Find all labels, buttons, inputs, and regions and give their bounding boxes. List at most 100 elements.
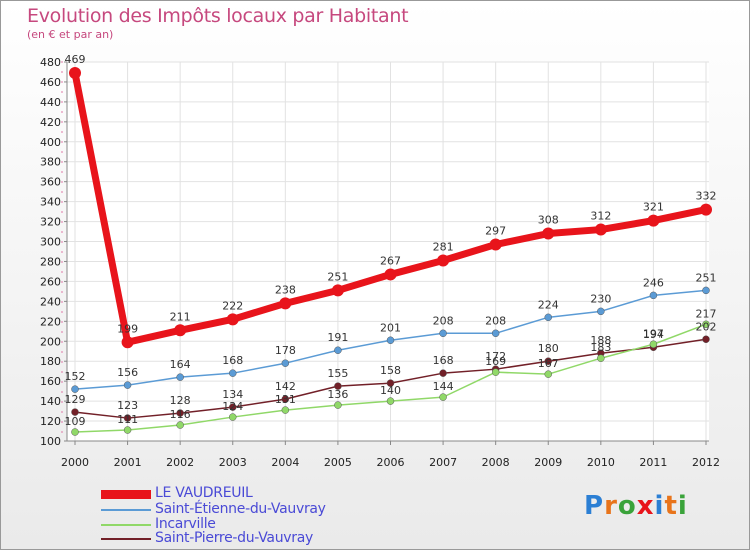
data-label: 194 bbox=[643, 328, 664, 341]
y-tick-label: 280 bbox=[40, 255, 61, 268]
data-label: 134 bbox=[222, 388, 243, 401]
data-point bbox=[281, 359, 290, 367]
data-label: 191 bbox=[327, 331, 348, 344]
chart-subtitle: (en € et par an) bbox=[27, 28, 114, 41]
x-tick-label: 2004 bbox=[271, 456, 299, 469]
data-point bbox=[597, 354, 605, 362]
data-point bbox=[649, 340, 658, 349]
x-tick-label: 2008 bbox=[482, 456, 510, 469]
x-tick-label: 2006 bbox=[377, 456, 405, 469]
data-point bbox=[229, 403, 237, 411]
data-label: 168 bbox=[222, 354, 243, 367]
data-point bbox=[386, 397, 395, 405]
data-label: 230 bbox=[590, 292, 611, 305]
data-label: 312 bbox=[590, 210, 611, 223]
data-point bbox=[649, 291, 658, 300]
data-label: 158 bbox=[380, 364, 401, 377]
data-point bbox=[229, 413, 237, 421]
data-label: 129 bbox=[65, 393, 86, 406]
y-tick-label: 400 bbox=[40, 136, 61, 149]
x-tick-label: 2009 bbox=[534, 456, 562, 469]
y-tick-label: 200 bbox=[40, 335, 61, 348]
data-point bbox=[229, 369, 237, 377]
data-point bbox=[489, 238, 502, 251]
data-label: 169 bbox=[485, 355, 506, 368]
data-point bbox=[71, 385, 79, 393]
data-label: 224 bbox=[538, 298, 559, 311]
data-point bbox=[176, 421, 184, 429]
data-point bbox=[123, 414, 132, 422]
data-label: 199 bbox=[117, 322, 138, 335]
logo-letter: P bbox=[584, 491, 605, 521]
data-point bbox=[439, 393, 447, 401]
data-label: 308 bbox=[538, 214, 559, 227]
data-label: 251 bbox=[327, 270, 348, 283]
data-point bbox=[437, 254, 450, 267]
data-point bbox=[334, 401, 342, 409]
data-point bbox=[700, 203, 712, 216]
data-point bbox=[386, 336, 395, 345]
data-point bbox=[279, 297, 292, 310]
data-label: 128 bbox=[170, 394, 191, 407]
y-tick-label: 480 bbox=[40, 56, 61, 69]
data-label: 123 bbox=[117, 399, 138, 412]
data-point bbox=[491, 329, 500, 338]
data-label: 168 bbox=[433, 354, 454, 367]
y-tick-label: 260 bbox=[40, 275, 61, 288]
legend-label-le-vaudreuil: LE VAUDREUIL bbox=[155, 485, 253, 501]
legend-swatch-saint-pierre bbox=[101, 538, 151, 540]
data-label: 201 bbox=[380, 321, 401, 334]
data-label: 202 bbox=[696, 320, 717, 333]
data-point bbox=[544, 357, 552, 365]
data-label: 208 bbox=[485, 314, 506, 327]
x-tick-label: 2012 bbox=[692, 456, 720, 469]
data-label: 111 bbox=[117, 413, 138, 426]
data-label: 246 bbox=[643, 276, 664, 289]
legend-swatch-saint-etienne bbox=[101, 509, 151, 511]
data-point bbox=[491, 368, 500, 376]
data-point bbox=[123, 426, 132, 434]
y-tick-label: 340 bbox=[40, 196, 61, 209]
data-label: 188 bbox=[590, 334, 611, 347]
y-tick-label: 100 bbox=[40, 435, 61, 448]
data-label: 140 bbox=[380, 384, 401, 397]
data-point bbox=[174, 324, 187, 337]
x-tick-label: 2005 bbox=[324, 456, 352, 469]
y-tick-label: 120 bbox=[40, 415, 61, 428]
data-label: 197 bbox=[643, 327, 664, 340]
x-tick-label: 2010 bbox=[587, 456, 615, 469]
data-label: 238 bbox=[275, 283, 296, 296]
data-label: 109 bbox=[65, 415, 86, 428]
data-point bbox=[384, 268, 397, 281]
y-tick-label: 320 bbox=[40, 216, 61, 229]
data-label: 222 bbox=[222, 299, 243, 312]
y-tick-label: 300 bbox=[40, 236, 61, 249]
data-label: 144 bbox=[433, 380, 454, 393]
x-tick-label: 2002 bbox=[166, 456, 194, 469]
y-tick-label: 180 bbox=[40, 355, 61, 368]
data-label: 251 bbox=[696, 271, 717, 284]
x-tick-label: 2011 bbox=[639, 456, 667, 469]
x-tick-label: 2001 bbox=[114, 456, 142, 469]
data-label: 172 bbox=[485, 350, 506, 363]
data-point bbox=[71, 408, 79, 416]
data-point bbox=[71, 428, 79, 436]
data-label: 124 bbox=[222, 400, 243, 413]
data-label: 156 bbox=[117, 366, 138, 379]
x-tick-label: 2003 bbox=[219, 456, 247, 469]
data-point bbox=[439, 329, 447, 338]
logo-letter: i bbox=[654, 491, 665, 521]
data-label: 116 bbox=[170, 408, 191, 421]
data-point bbox=[702, 286, 710, 295]
data-point bbox=[544, 313, 552, 322]
legend-label-incarville: Incarville bbox=[155, 516, 216, 532]
data-point bbox=[331, 284, 344, 297]
data-label: 180 bbox=[538, 342, 559, 355]
legend-label-saint-etienne: Saint-Étienne-du-Vauvray bbox=[155, 501, 326, 517]
data-point bbox=[439, 369, 447, 377]
data-point bbox=[334, 382, 342, 390]
legend-swatch-le-vaudreuil bbox=[101, 490, 151, 499]
legend-swatch-incarville bbox=[101, 524, 151, 526]
y-tick-label: 440 bbox=[40, 96, 61, 109]
